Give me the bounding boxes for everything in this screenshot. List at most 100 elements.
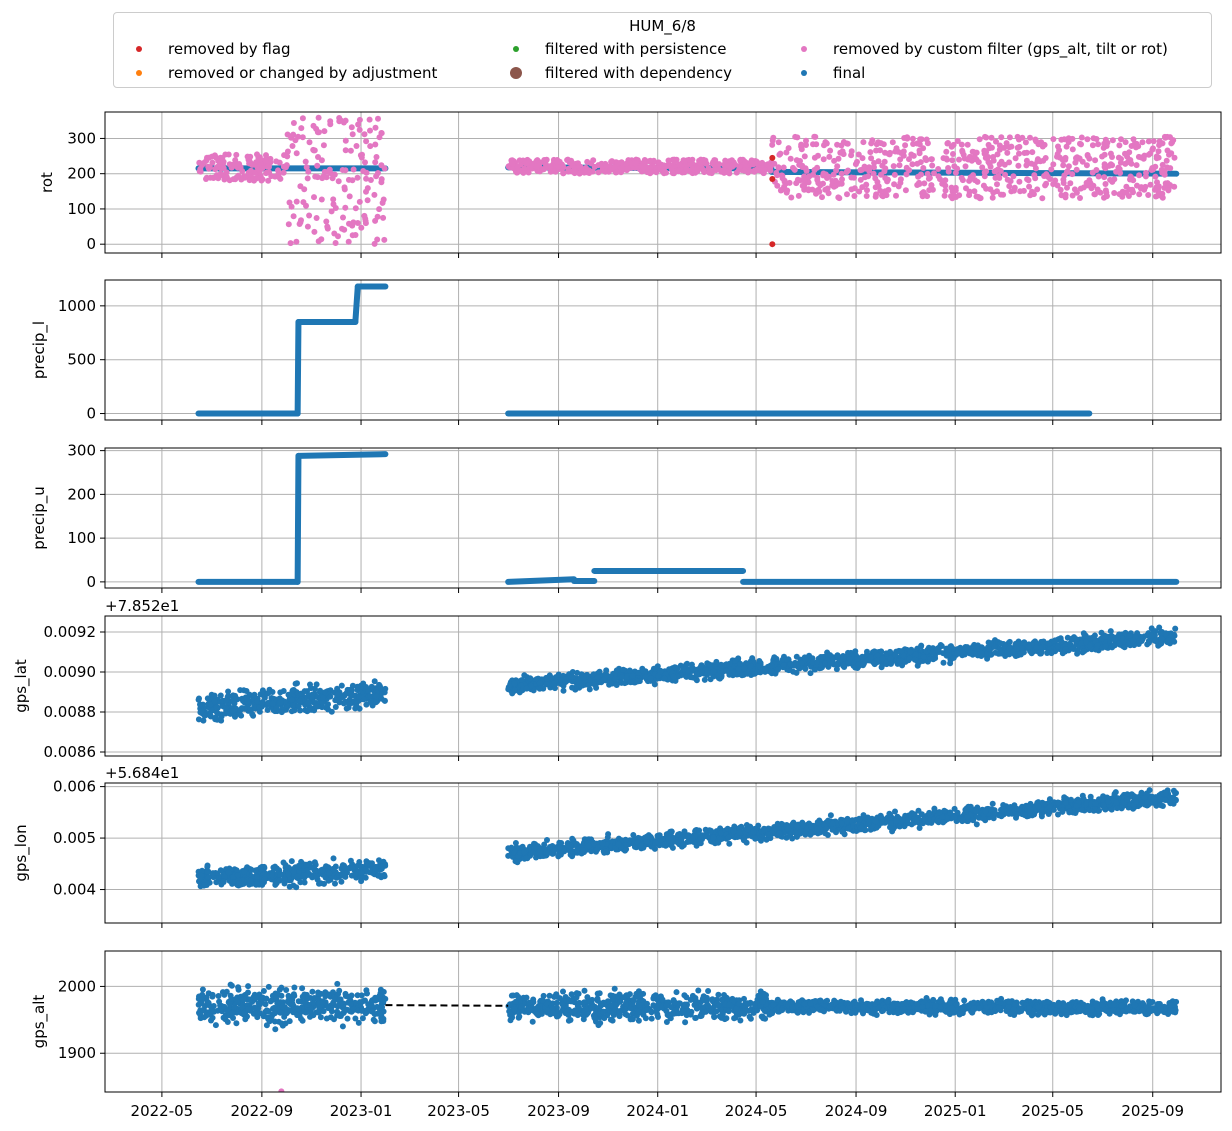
data-point xyxy=(1058,136,1065,143)
data-point xyxy=(1124,791,1131,798)
data-point xyxy=(863,181,870,188)
data-point xyxy=(348,124,355,131)
data-point xyxy=(954,138,961,144)
data-point xyxy=(342,167,349,174)
data-point xyxy=(661,675,668,682)
data-point xyxy=(300,199,307,206)
data-point xyxy=(700,167,707,174)
data-point xyxy=(881,158,888,165)
data-point xyxy=(879,655,886,662)
data-point xyxy=(611,164,618,171)
data-point xyxy=(1102,181,1109,187)
series-removed-by-custom-filter-gps-alt-tilt-or-rot- xyxy=(196,114,1178,247)
data-point xyxy=(940,659,947,666)
y-axis-label: precip_l xyxy=(30,321,49,379)
data-point xyxy=(837,149,844,156)
data-point xyxy=(1048,650,1055,657)
data-point xyxy=(306,212,313,219)
data-point xyxy=(956,156,962,163)
data-point xyxy=(1011,187,1017,194)
data-point xyxy=(276,877,283,884)
data-point xyxy=(783,149,790,156)
legend-title: HUM_6/8 xyxy=(629,17,696,35)
data-point xyxy=(269,872,275,879)
data-point xyxy=(854,158,860,165)
data-point xyxy=(373,693,380,700)
data-point xyxy=(771,654,778,661)
data-point xyxy=(866,167,873,174)
data-point xyxy=(356,198,363,205)
data-point xyxy=(600,676,607,683)
data-point xyxy=(338,682,345,689)
data-point xyxy=(591,163,598,170)
data-point xyxy=(217,160,223,167)
data-point xyxy=(584,158,591,165)
data-point xyxy=(372,159,379,166)
data-point xyxy=(613,682,620,688)
data-point xyxy=(1139,139,1146,146)
data-point xyxy=(864,187,870,194)
data-point xyxy=(294,873,301,880)
data-point xyxy=(883,660,889,667)
data-point xyxy=(347,147,354,154)
data-point xyxy=(528,682,534,689)
data-point xyxy=(197,168,204,175)
data-point xyxy=(700,156,707,163)
data-point xyxy=(902,142,909,149)
data-point xyxy=(903,171,910,178)
data-point xyxy=(964,141,971,148)
data-point xyxy=(912,651,919,658)
data-point xyxy=(889,139,896,146)
data-point xyxy=(783,189,790,196)
data-point xyxy=(308,864,315,871)
data-point xyxy=(220,165,227,172)
data-point xyxy=(217,867,224,874)
data-point xyxy=(313,681,320,688)
data-point xyxy=(195,716,202,723)
data-point xyxy=(877,187,884,194)
data-point xyxy=(835,155,842,162)
data-point xyxy=(834,660,841,667)
data-point xyxy=(935,173,942,180)
data-point xyxy=(1003,140,1010,147)
data-point xyxy=(585,682,592,689)
data-point xyxy=(380,196,387,203)
data-point xyxy=(1078,134,1085,141)
data-point xyxy=(722,162,729,169)
data-point xyxy=(335,178,342,185)
data-point xyxy=(1027,134,1033,141)
data-point xyxy=(547,168,554,175)
series-final xyxy=(195,624,1179,724)
data-point xyxy=(1166,151,1172,158)
data-point xyxy=(1033,644,1040,651)
axes-frame xyxy=(104,615,1222,757)
data-point xyxy=(964,644,971,651)
data-point xyxy=(885,150,892,157)
data-point xyxy=(653,169,660,176)
data-point xyxy=(1014,144,1021,151)
legend-label-final: final xyxy=(833,64,866,82)
data-point xyxy=(558,840,565,846)
data-point xyxy=(362,220,369,227)
data-point xyxy=(569,674,576,681)
data-point xyxy=(775,666,782,673)
data-point xyxy=(809,186,816,193)
data-point xyxy=(945,646,952,653)
data-point xyxy=(232,713,238,720)
data-point xyxy=(290,120,297,126)
data-point xyxy=(1167,165,1174,172)
data-point xyxy=(505,852,512,859)
data-point xyxy=(655,673,662,679)
data-point xyxy=(971,188,978,195)
data-point xyxy=(608,158,615,165)
data-point xyxy=(1162,630,1169,637)
data-point xyxy=(379,863,386,870)
data-point xyxy=(265,700,271,706)
data-point xyxy=(507,681,514,688)
data-point xyxy=(225,688,232,695)
data-point xyxy=(342,117,349,124)
data-point xyxy=(950,654,957,661)
data-point xyxy=(258,699,265,706)
data-point xyxy=(729,162,736,169)
